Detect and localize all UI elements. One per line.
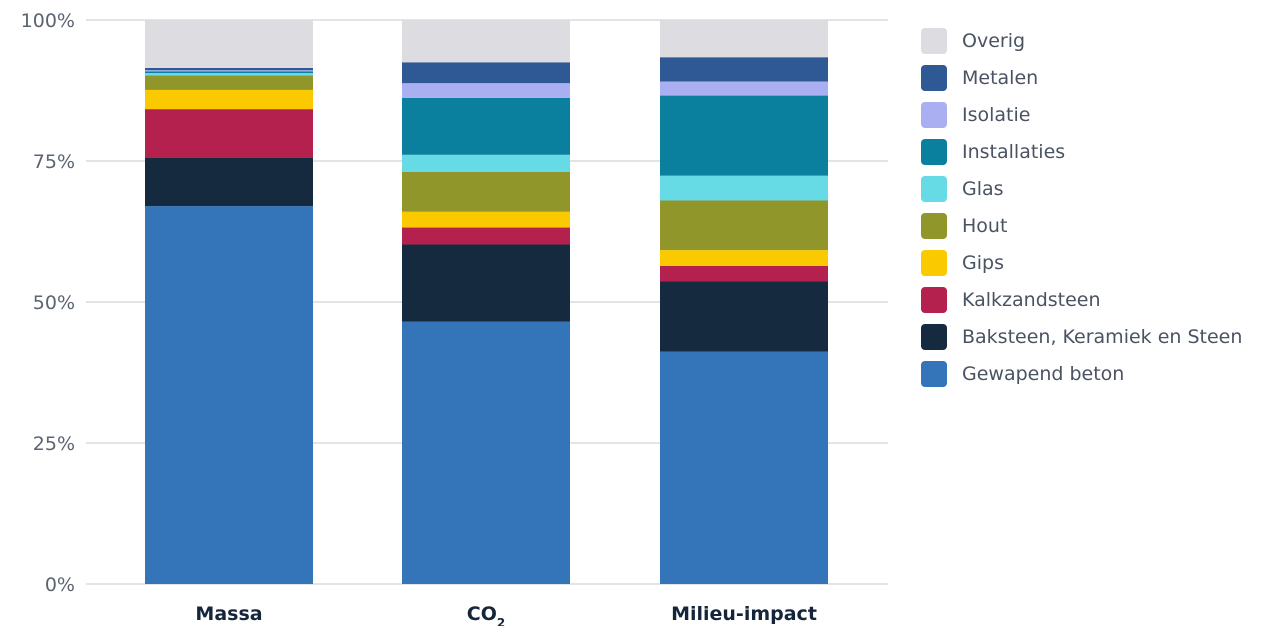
legend-label: Hout	[962, 214, 1008, 237]
category-label: Milieu-impact	[671, 603, 817, 625]
bar-segment	[660, 281, 828, 352]
bar-segment	[145, 20, 313, 68]
category-label-subscript: 2	[497, 616, 505, 626]
y-tick-label: 75%	[33, 151, 75, 173]
legend-label: Baksteen, Keramiek en Steen	[962, 325, 1243, 348]
bar-segment	[145, 73, 313, 76]
legend-swatch	[921, 323, 947, 350]
legend-item: Hout	[921, 207, 1242, 244]
bar-segment	[660, 81, 828, 96]
category-label: Massa	[195, 603, 262, 625]
legend-label: Overig	[962, 29, 1026, 52]
x-axis-categories: Massa CO2 Milieu-impact	[195, 603, 817, 626]
bar-segment	[402, 83, 570, 98]
category-label-text: CO	[467, 603, 497, 625]
legend-swatch	[921, 175, 947, 202]
y-tick-label: 0%	[45, 574, 75, 596]
bar-segment	[660, 95, 828, 176]
legend-swatch	[921, 249, 947, 276]
legend-swatch	[921, 138, 947, 165]
bar-segment	[402, 244, 570, 322]
bar-stack	[145, 20, 313, 584]
bar-stack	[660, 20, 828, 584]
bar-segment	[145, 206, 313, 584]
legend-swatch	[921, 101, 947, 128]
legend-swatch	[921, 360, 947, 387]
legend-label: Kalkzandsteen	[962, 288, 1101, 311]
bar-segment	[660, 265, 828, 282]
legend-label: Isolatie	[962, 103, 1031, 126]
legend: Overig Metalen Isolatie Installaties Glas Hou…	[921, 22, 1242, 392]
y-tick-label: 100%	[21, 10, 75, 32]
bar-segment	[145, 89, 313, 110]
legend-label: Glas	[962, 177, 1004, 200]
bars	[145, 20, 828, 584]
bar-segment	[402, 227, 570, 245]
legend-item: Kalkzandsteen	[921, 281, 1242, 318]
bar-segment	[145, 70, 313, 72]
legend-item: Baksteen, Keramiek en Steen	[921, 318, 1242, 355]
legend-swatch	[921, 286, 947, 313]
legend-swatch	[921, 212, 947, 239]
bar-segment	[660, 20, 828, 58]
legend-label: Metalen	[962, 66, 1039, 89]
bar-segment	[145, 109, 313, 158]
category-label-text: Milieu-impact	[671, 603, 817, 625]
y-tick-label: 50%	[33, 292, 75, 314]
legend-label: Installaties	[962, 140, 1066, 163]
legend-label: Gewapend beton	[962, 362, 1125, 385]
legend-item: Glas	[921, 170, 1242, 207]
bar-segment	[660, 250, 828, 266]
y-axis-ticks: 0% 25% 50% 75% 100%	[21, 10, 75, 596]
bar-segment	[145, 75, 313, 90]
legend-swatch	[921, 64, 947, 91]
legend-item: Installaties	[921, 133, 1242, 170]
bar-segment	[402, 97, 570, 155]
category-label-text: Massa	[195, 603, 262, 625]
bar-segment	[402, 171, 570, 212]
bar-segment	[402, 20, 570, 63]
legend-label: Gips	[962, 251, 1004, 274]
bar-segment	[402, 154, 570, 172]
category-label: CO2	[467, 603, 505, 626]
legend-swatch	[921, 27, 947, 54]
bar-segment	[660, 175, 828, 201]
bar-stack	[402, 20, 570, 584]
legend-item: Metalen	[921, 59, 1242, 96]
bar-segment	[145, 67, 313, 71]
bar-segment	[402, 321, 570, 584]
legend-item: Gewapend beton	[921, 355, 1242, 392]
bar-segment	[402, 62, 570, 84]
y-tick-label: 25%	[33, 433, 75, 455]
bar-segment	[402, 211, 570, 228]
legend-item: Overig	[921, 22, 1242, 59]
bar-segment	[660, 200, 828, 251]
bar-segment	[660, 57, 828, 82]
bar-segment	[145, 157, 313, 207]
bar-segment	[145, 71, 313, 74]
bar-segment	[660, 351, 828, 584]
legend-item: Isolatie	[921, 96, 1242, 133]
legend-item: Gips	[921, 244, 1242, 281]
